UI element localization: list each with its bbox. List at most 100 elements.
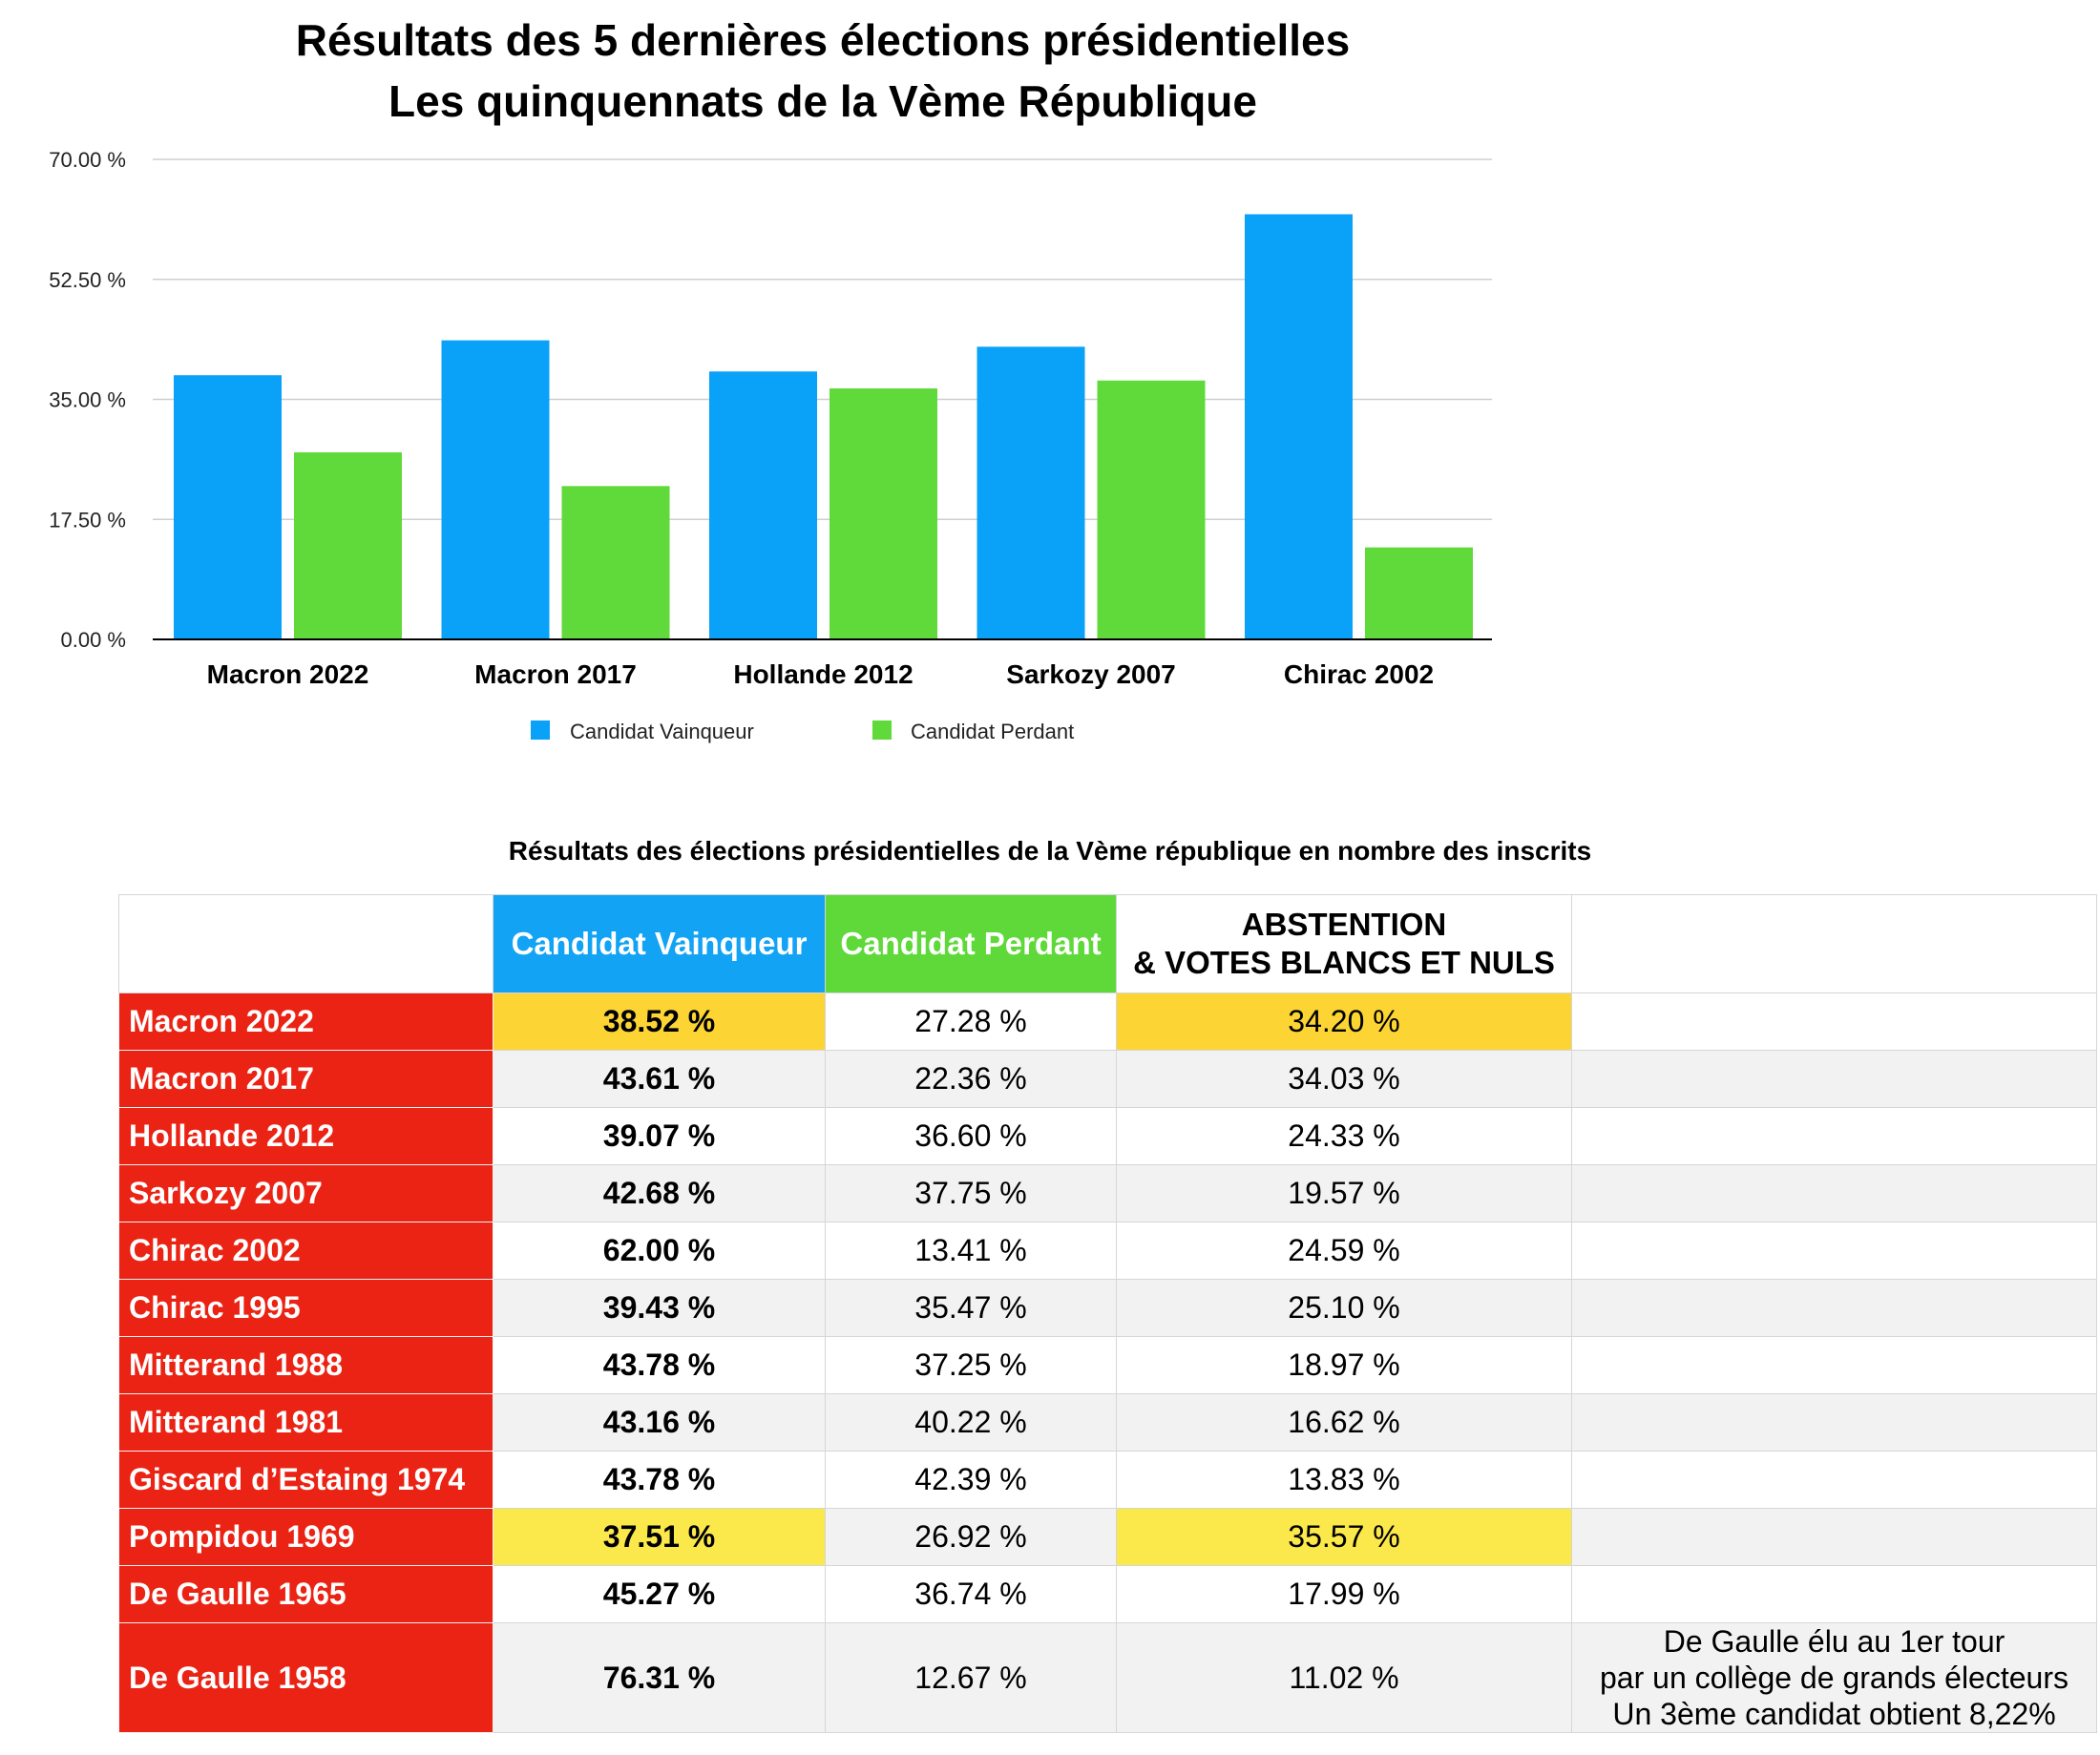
cell-loser: 22.36 %: [825, 1050, 1117, 1108]
header-loser: Candidat Perdant: [825, 894, 1117, 993]
y-tick-label: 70.00 %: [49, 148, 126, 172]
legend-swatch-loser: [872, 721, 892, 740]
row-label: Chirac 1995: [118, 1279, 494, 1337]
row-label: Mitterand 1988: [118, 1336, 494, 1394]
cell-abstention: 34.03 %: [1116, 1050, 1572, 1108]
cell-winner: 42.68 %: [493, 1164, 826, 1222]
legend-swatch-winner: [531, 721, 550, 740]
header-winner: Candidat Vainqueur: [493, 894, 826, 993]
cell-winner: 39.07 %: [493, 1107, 826, 1165]
cell-winner: 43.61 %: [493, 1050, 826, 1108]
bar-loser: [1097, 380, 1206, 639]
cell-loser: 36.74 %: [825, 1565, 1117, 1623]
chart-title-line-2: Les quinquennats de la Vème République: [388, 76, 1257, 126]
cell-abstention: 16.62 %: [1116, 1393, 1572, 1452]
category-labels: Macron 2022 Macron 2017 Hollande 2012 Sarko…: [207, 659, 1434, 689]
category-label: Chirac 2002: [1284, 659, 1434, 689]
header-abstention-line-2: & VOTES BLANCS ET NULS: [1133, 945, 1555, 980]
row-label: Macron 2022: [118, 992, 494, 1051]
category-label: Macron 2017: [474, 659, 637, 689]
header-notes: [1571, 894, 2097, 993]
cell-note: [1571, 992, 2097, 1051]
cell-note: [1571, 1393, 2097, 1452]
results-table: Candidat Vainqueur Candidat Perdant ABST…: [118, 894, 2097, 1733]
note-line: Un 3ème candidat obtient 8,22%: [1612, 1697, 2056, 1731]
table-header-row: Candidat Vainqueur Candidat Perdant ABST…: [118, 894, 2097, 993]
row-label: Mitterand 1981: [118, 1393, 494, 1452]
category-label: Macron 2022: [207, 659, 369, 689]
row-label: Pompidou 1969: [118, 1508, 494, 1566]
category-label: Sarkozy 2007: [1006, 659, 1175, 689]
category-label: Hollande 2012: [733, 659, 913, 689]
bar-loser: [294, 451, 402, 639]
table-row: Chirac 2002 62.00 % 13.41 % 24.59 %: [118, 1222, 2097, 1280]
table-row: Mitterand 1981 43.16 % 40.22 % 16.62 %: [118, 1393, 2097, 1452]
cell-loser: 36.60 %: [825, 1107, 1117, 1165]
cell-note: [1571, 1508, 2097, 1566]
table-row: De Gaulle 1965 45.27 % 36.74 % 17.99 %: [118, 1565, 2097, 1623]
table-row: Hollande 2012 39.07 % 36.60 % 24.33 %: [118, 1107, 2097, 1165]
cell-abstention: 18.97 %: [1116, 1336, 1572, 1394]
legend-label-winner: Candidat Vainqueur: [570, 720, 754, 743]
table-row: Mitterand 1988 43.78 % 37.25 % 18.97 %: [118, 1336, 2097, 1394]
cell-loser: 42.39 %: [825, 1451, 1117, 1509]
cell-loser: 40.22 %: [825, 1393, 1117, 1452]
cell-winner: 43.16 %: [493, 1393, 826, 1452]
cell-note: [1571, 1164, 2097, 1222]
note-line: De Gaulle élu au 1er tour: [1663, 1624, 2006, 1659]
row-label: Giscard d’Estaing 1974: [118, 1451, 494, 1509]
cell-winner: 45.27 %: [493, 1565, 826, 1623]
header-blank: [118, 894, 494, 993]
row-label: Sarkozy 2007: [118, 1164, 494, 1222]
y-tick-label: 17.50 %: [49, 508, 126, 532]
cell-winner: 43.78 %: [493, 1336, 826, 1394]
cell-winner: 62.00 %: [493, 1222, 826, 1280]
table-row: De Gaulle 1958 76.31 % 12.67 % 11.02 % De Ga…: [118, 1622, 2097, 1733]
bar-loser: [830, 388, 937, 639]
table-row: Macron 2022 38.52 % 27.28 % 34.20 %: [118, 992, 2097, 1051]
table-row: Giscard d’Estaing 1974 43.78 % 42.39 % 13.8…: [118, 1451, 2097, 1509]
cell-winner: 38.52 %: [493, 992, 826, 1051]
legend: Candidat Vainqueur Candidat Perdant: [531, 720, 1074, 743]
cell-winner: 39.43 %: [493, 1279, 826, 1337]
cell-loser: 26.92 %: [825, 1508, 1117, 1566]
cell-abstention: 19.57 %: [1116, 1164, 1572, 1222]
header-abstention: ABSTENTION & VOTES BLANCS ET NULS: [1116, 894, 1572, 993]
legend-label-loser: Candidat Perdant: [911, 720, 1074, 743]
header-abstention-line-1: ABSTENTION: [1241, 907, 1447, 942]
cell-abstention: 11.02 %: [1116, 1622, 1572, 1733]
bar-winner: [1245, 214, 1353, 639]
cell-note: [1571, 1222, 2097, 1280]
bar-winner: [441, 340, 550, 639]
y-axis-ticks: 0.00 % 17.50 % 35.00 % 52.50 % 70.00 %: [49, 148, 126, 652]
cell-loser: 35.47 %: [825, 1279, 1117, 1337]
cell-note: [1571, 1279, 2097, 1337]
cell-note: [1571, 1451, 2097, 1509]
cell-winner: 76.31 %: [493, 1622, 826, 1733]
table-row: Pompidou 1969 37.51 % 26.92 % 35.57 %: [118, 1508, 2097, 1566]
row-label: De Gaulle 1965: [118, 1565, 494, 1623]
bar-winner: [976, 346, 1085, 639]
cell-note: [1571, 1336, 2097, 1394]
cell-abstention: 34.20 %: [1116, 992, 1572, 1051]
cell-loser: 13.41 %: [825, 1222, 1117, 1280]
table-row: Sarkozy 2007 42.68 % 37.75 % 19.57 %: [118, 1164, 2097, 1222]
cell-abstention: 25.10 %: [1116, 1279, 1572, 1337]
bar-loser: [1365, 547, 1473, 639]
bar-loser: [561, 486, 670, 639]
cell-note: De Gaulle élu au 1er tour par un collège …: [1571, 1622, 2097, 1733]
cell-abstention: 35.57 %: [1116, 1508, 1572, 1566]
cell-abstention: 17.99 %: [1116, 1565, 1572, 1623]
y-tick-label: 0.00 %: [61, 628, 127, 652]
cell-abstention: 13.83 %: [1116, 1451, 1572, 1509]
bar-winner: [174, 375, 282, 639]
y-tick-label: 35.00 %: [49, 388, 126, 412]
table-row: Macron 2017 43.61 % 22.36 % 34.03 %: [118, 1050, 2097, 1108]
table-row: Chirac 1995 39.43 % 35.47 % 25.10 %: [118, 1279, 2097, 1337]
cell-loser: 12.67 %: [825, 1622, 1117, 1733]
row-label: Macron 2017: [118, 1050, 494, 1108]
cell-winner: 43.78 %: [493, 1451, 826, 1509]
row-label: De Gaulle 1958: [118, 1622, 494, 1733]
chart-title-line-1: Résultats des 5 dernières élections prés…: [296, 15, 1350, 65]
cell-loser: 37.75 %: [825, 1164, 1117, 1222]
